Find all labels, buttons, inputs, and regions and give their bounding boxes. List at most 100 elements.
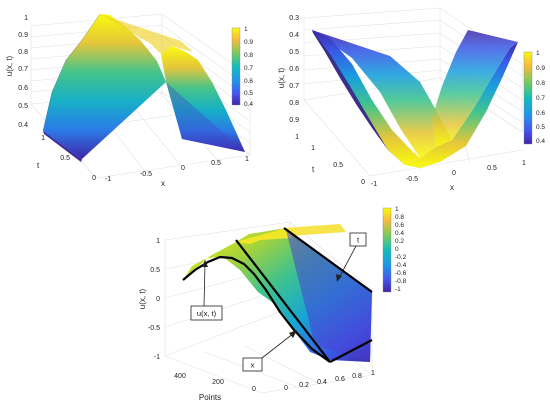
arrow-head: [336, 274, 342, 282]
z-tick: 0.3: [289, 15, 299, 22]
z-tick: 0.8: [289, 100, 299, 107]
annotation-label: x: [251, 361, 255, 370]
colorbar-tick: 0.9: [536, 65, 545, 72]
z-tick: 0.9: [18, 32, 28, 39]
x-tick: 1: [522, 160, 526, 167]
colorbar-tick: -0.6: [395, 270, 407, 277]
colorbar-tick: 0.6: [244, 78, 253, 85]
colorbar-tick: 0.8: [395, 214, 404, 221]
colorbar-tick: 1: [536, 50, 540, 57]
z-tick: 0.8: [18, 49, 28, 56]
annotation-arrow: [261, 332, 295, 359]
colorbar-tick: 0.6: [395, 222, 404, 229]
z-tick: 0.9: [289, 117, 299, 124]
t-tick: 0.6: [335, 376, 345, 383]
z-axis-label: u(x, t): [5, 55, 14, 76]
t-axis-label: t: [312, 165, 315, 174]
colorbar-tick: 0.4: [395, 230, 404, 237]
t-tick: 0: [92, 175, 96, 182]
points-tick: 0: [252, 386, 256, 393]
arrow-head: [289, 330, 297, 338]
z-tick: 0.5: [289, 49, 299, 56]
colorbar-tick: -0.4: [395, 262, 407, 269]
points-axis-label: Points: [199, 393, 221, 402]
t-axis-label: t: [37, 161, 40, 170]
panel-3-t-ticks: 0 0.2 0.4 0.6 0.8 1: [284, 370, 375, 392]
surface-edge-front: [329, 339, 373, 363]
annotation-label: u(x, t): [197, 309, 217, 318]
colorbar-tick: 0.4: [244, 101, 253, 108]
annotation-box: [349, 232, 367, 247]
x-tick: -0.5: [406, 176, 418, 183]
x-tick: 0.5: [487, 165, 497, 172]
panel-3-zticks: 1 0.5 0 -0.5 -1: [148, 238, 160, 361]
colorbar-tick: 0.4: [536, 138, 545, 145]
panel-2-surface: [312, 30, 518, 168]
colorbar-tick: -1: [395, 286, 401, 293]
annotation-arrow: [203, 263, 206, 307]
panel-1: 1 0.9 0.8 0.7 0.6 0.5 0.4 u(x, t) 1 0.5 …: [5, 13, 253, 188]
colorbar: [523, 51, 533, 145]
colorbar-tick: 0.5: [244, 90, 253, 97]
annotations: u(x, t) x t: [190, 232, 367, 372]
panel-1-tticks: 1 0.5 0: [41, 135, 96, 182]
z-tick: 0.7: [18, 66, 28, 73]
panel-2-tticks: 1 0.5 0: [311, 145, 365, 186]
colorbar-tick: 1: [395, 206, 399, 213]
t-tick: 0: [284, 385, 288, 392]
annotation-u: u(x, t): [190, 260, 223, 321]
panel-2-zticks: 0.3 0.4 0.5 0.6 0.7 0.8 0.9 1: [289, 15, 299, 141]
z-axis-label: u(x, t): [277, 67, 286, 88]
z-tick: 0.7: [289, 83, 299, 90]
annotation-x: x: [242, 330, 297, 372]
z-tick: 0.5: [150, 267, 160, 274]
panel-2: 0.3 0.4 0.5 0.6 0.7 0.8 0.9 1 u(x, t) 1 …: [277, 7, 545, 192]
z-tick: 0.6: [18, 85, 28, 92]
points-tick: 200: [212, 379, 224, 386]
colorbar-tick: 0.7: [244, 65, 253, 72]
x-tick: 1: [245, 156, 249, 163]
z-tick: 0.5: [18, 103, 28, 110]
x-tick: 0: [452, 170, 456, 177]
t-tick: 0.5: [333, 162, 343, 169]
z-tick: 0.4: [18, 122, 28, 129]
x-tick: -0.5: [140, 171, 152, 178]
t-tick: 1: [311, 145, 315, 152]
colorbar-tick: 0.5: [536, 124, 545, 131]
points-tick: 400: [174, 373, 186, 380]
panel-1-zticks: 1 0.9 0.8 0.7 0.6 0.5 0.4: [18, 15, 28, 129]
colorbar-tick: 0.2: [395, 238, 404, 245]
t-tick: 1: [371, 370, 375, 377]
panel-3-points-ticks: 400 200 0: [174, 373, 256, 393]
t-tick: 0.8: [352, 373, 362, 380]
annotation-box: [242, 357, 263, 372]
z-tick: 0: [156, 296, 160, 303]
annotation-box: [190, 305, 223, 321]
x-tick: 0.5: [211, 160, 221, 167]
z-tick: -0.5: [148, 325, 160, 332]
z-tick: 0.6: [289, 66, 299, 73]
annotation-arrow: [338, 245, 357, 279]
panel-3: u(x, t) x t 1 0.5 0 -0.5 -1: [138, 206, 407, 402]
colorbar-tick: 0.6: [536, 110, 545, 117]
panel-2-xticks: -1 -0.5 0 0.5 1: [371, 160, 526, 188]
panel-2-colorbar: 1 0.9 0.8 0.7 0.6 0.5 0.4: [523, 50, 545, 145]
z-tick: 1: [295, 134, 299, 141]
panel-1-surface: [42, 13, 245, 162]
x-tick: -1: [105, 176, 111, 183]
panel-1-xticks: -1 -0.5 0 0.5 1: [105, 156, 249, 183]
colorbar-tick: 0.9: [244, 39, 253, 46]
colorbar: [382, 207, 392, 293]
t-tick: 0.2: [299, 382, 309, 389]
colorbar-tick: 0.8: [244, 52, 253, 59]
x-axis-label: x: [161, 179, 165, 188]
t-tick: 0.4: [317, 379, 327, 386]
arrow-head: [202, 260, 208, 267]
panel-1-colorbar: 1 0.9 0.8 0.7 0.6 0.5 0.4: [231, 26, 253, 108]
colorbar-tick: 0.7: [536, 95, 545, 102]
colorbar-tick: -0.2: [395, 254, 407, 261]
annotation-t: t: [336, 232, 367, 282]
t-tick: 0.5: [60, 155, 70, 162]
x-axis-label: x: [450, 183, 454, 192]
